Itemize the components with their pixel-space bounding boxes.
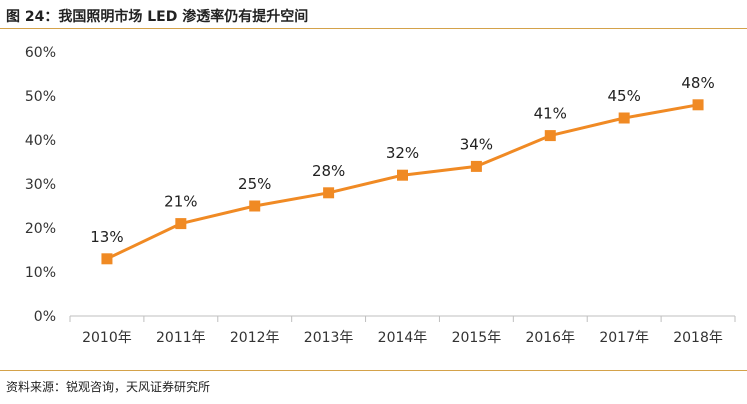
y-tick-label: 60% bbox=[25, 45, 56, 61]
y-tick-label: 50% bbox=[25, 89, 56, 105]
x-axis bbox=[69, 315, 736, 322]
data-value-label: 13% bbox=[90, 228, 123, 246]
data-value-label: 28% bbox=[312, 162, 345, 180]
data-point-marker bbox=[249, 200, 261, 212]
data-value-label: 48% bbox=[681, 74, 714, 92]
data-point-marker bbox=[397, 169, 408, 181]
footer-rule bbox=[0, 370, 747, 371]
y-tick-label: 0% bbox=[34, 309, 56, 325]
series-line bbox=[106, 103, 699, 261]
data-value-label: 32% bbox=[386, 144, 419, 162]
header-rule bbox=[0, 28, 747, 29]
figure-source: 资料来源：锐观咨询，天风证券研究所 bbox=[6, 380, 211, 394]
x-tick-label: 2015年 bbox=[452, 330, 502, 346]
figure-header: 图 24：我国照明市场 LED 渗透率仍有提升空间 bbox=[0, 0, 747, 30]
data-value-label: 25% bbox=[238, 175, 271, 193]
data-point-marker bbox=[692, 99, 704, 111]
data-point-marker bbox=[470, 160, 482, 172]
data-point-marker bbox=[323, 187, 335, 199]
x-tick-label: 2017年 bbox=[599, 330, 649, 346]
x-tick-label: 2012年 bbox=[230, 330, 280, 346]
y-tick-label: 10% bbox=[25, 265, 56, 281]
x-tick-label: 2014年 bbox=[378, 330, 428, 346]
y-axis-labels: 0% 10% 20% 30% 40% 50% 60% bbox=[25, 45, 56, 325]
data-value-label: 45% bbox=[607, 87, 640, 105]
x-axis-labels: 2010年 2011年 2012年 2013年 2014年 2015年 2016年 2017年… bbox=[82, 330, 723, 346]
data-point-marker bbox=[544, 130, 556, 142]
y-tick-label: 20% bbox=[25, 221, 56, 237]
x-tick-label: 2016年 bbox=[525, 330, 575, 346]
figure-title: 图 24：我国照明市场 LED 渗透率仍有提升空间 bbox=[6, 9, 309, 25]
data-value-label: 34% bbox=[460, 135, 493, 153]
data-labels: 13% 21% 25% 28% 32% 34% 41% 45% 48% bbox=[90, 74, 714, 246]
data-point-marker bbox=[101, 253, 113, 265]
series-led-penetration bbox=[101, 99, 704, 265]
y-tick-label: 40% bbox=[25, 133, 56, 149]
data-point-marker bbox=[618, 112, 630, 124]
x-tick-label: 2013年 bbox=[304, 330, 354, 346]
data-point-marker bbox=[175, 218, 187, 230]
x-tick-label: 2010年 bbox=[82, 330, 132, 346]
data-value-label: 21% bbox=[164, 193, 197, 211]
line-chart: 0% 10% 20% 30% 40% 50% 60% 2010年 2011年 2012年 2013… bbox=[25, 45, 736, 346]
x-tick-label: 2018年 bbox=[673, 330, 723, 346]
x-tick-label: 2011年 bbox=[156, 330, 206, 346]
y-tick-label: 30% bbox=[25, 177, 56, 193]
data-value-label: 41% bbox=[534, 105, 567, 123]
